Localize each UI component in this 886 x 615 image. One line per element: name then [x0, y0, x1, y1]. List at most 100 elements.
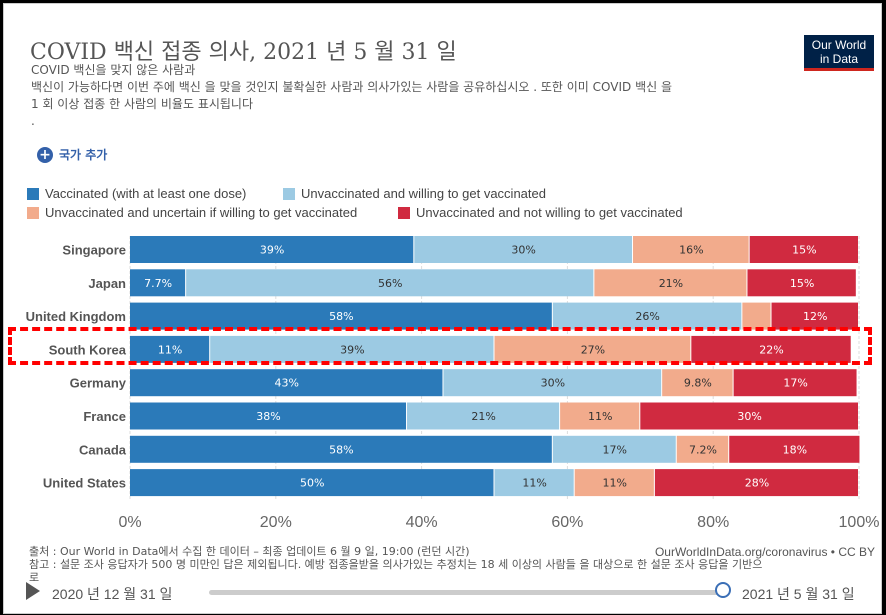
data-label: 17%	[603, 443, 627, 456]
bar-segment	[130, 335, 210, 363]
bar-segment	[494, 469, 574, 497]
subtitle-line: 백신이 가능하다면 이번 주에 백신 을 맞을 것인지 불확실한 사람과 의사가…	[31, 80, 673, 94]
data-label: 39%	[260, 244, 284, 257]
category-label: South Korea	[49, 342, 127, 357]
x-tick-label: 0%	[118, 514, 141, 531]
legend-swatch	[27, 187, 39, 200]
data-label: 56%	[378, 277, 402, 290]
timeline-slider-handle[interactable]	[715, 582, 731, 598]
timeline-end-label: 2021 년 5 월 31 일	[742, 586, 855, 602]
legend-swatch	[398, 206, 410, 219]
bar-segment	[130, 369, 443, 397]
stacked-bar-chart: 0% 20% 40% 60% 80% 100% Singapore 39% 30% 16% 15% J…	[26, 236, 880, 531]
data-label: 21%	[659, 277, 683, 290]
bar-segment	[186, 269, 594, 297]
bar-segment	[654, 469, 858, 497]
bar-segment	[676, 435, 729, 463]
data-label: 11%	[588, 410, 612, 423]
data-label: 15%	[790, 277, 814, 290]
bar-segment	[494, 335, 691, 363]
source-line: 출처 : Our World in Data에서 수집 한 데이터 – 최종 업…	[29, 545, 470, 558]
data-label: 7.2%	[689, 443, 717, 456]
subtitle-line: 1 회 이상 접종 한 사람의 비율도 표시됩니다	[31, 97, 254, 111]
category-label: United Kingdom	[26, 309, 126, 324]
bar-segment	[414, 236, 633, 263]
subtitle-line: .	[31, 114, 35, 128]
category-label: Germany	[70, 376, 127, 391]
chart-subtitle: COVID 백신을 맞지 않은 사람과 백신이 가능하다면 이번 주에 백신 을…	[31, 62, 821, 130]
data-label: 30%	[511, 244, 535, 257]
legend-item-vaccinated[interactable]: Vaccinated (with at least one dose)	[27, 186, 246, 201]
bar-segment	[130, 236, 414, 263]
category-label: Canada	[79, 442, 127, 457]
category-label: France	[83, 409, 126, 424]
data-label: 11%	[522, 477, 546, 490]
legend-swatch	[27, 206, 39, 219]
add-country-button[interactable]: + 국가 추가	[37, 146, 107, 163]
legend-label: Vaccinated (with at least one dose)	[45, 186, 247, 201]
category-label: Singapore	[62, 243, 126, 258]
bar-segment	[210, 335, 494, 363]
legend-item-willing[interactable]: Unvaccinated and willing to get vaccinat…	[283, 186, 546, 201]
data-label: 12%	[803, 310, 827, 323]
data-label: 11%	[603, 477, 627, 490]
bar-segment	[691, 335, 851, 363]
data-label: 26%	[635, 310, 659, 323]
source-url[interactable]: OurWorldInData.org/coronavirus • CC BY	[654, 545, 875, 559]
x-tick-label: 100%	[839, 514, 880, 531]
bar-segment	[130, 402, 407, 430]
data-label: 30%	[541, 377, 565, 390]
subtitle-line: COVID 백신을 맞지 않은 사람과	[31, 63, 196, 77]
data-label: 22%	[759, 343, 783, 356]
bar-segment	[407, 402, 560, 430]
bar-segment	[742, 302, 771, 330]
x-tick-label: 60%	[551, 514, 583, 531]
data-label: 18%	[783, 443, 807, 456]
bar-segment	[130, 269, 186, 297]
data-label: 9.8%	[684, 377, 712, 390]
bar-segment	[443, 369, 662, 397]
data-label: 11%	[158, 343, 182, 356]
category-label: United States	[43, 476, 126, 491]
data-label: 30%	[737, 410, 761, 423]
data-label: 38%	[256, 410, 280, 423]
bar-segment	[733, 369, 857, 397]
owid-logo[interactable]: Our World in Data	[804, 35, 874, 71]
legend-label: Unvaccinated and uncertain if willing to…	[45, 205, 358, 220]
x-tick-label: 20%	[260, 514, 292, 531]
bar-segment	[552, 302, 742, 330]
bar-segment	[633, 236, 749, 263]
bar-segment	[560, 402, 640, 430]
data-label: 27%	[581, 343, 605, 356]
timeline-start-label: 2020 년 12 월 31 일	[52, 586, 173, 602]
legend-swatch	[283, 187, 295, 200]
data-label: 21%	[471, 410, 495, 423]
data-label: 58%	[329, 310, 353, 323]
logo-line: in Data	[819, 52, 859, 66]
legend-label: Unvaccinated and not willing to get vacc…	[416, 205, 683, 220]
data-label: 28%	[745, 477, 769, 490]
timeline-track[interactable]	[209, 590, 721, 595]
bar-segment	[594, 269, 747, 297]
source-note: 출처 : Our World in Data에서 수집 한 데이터 – 최종 업…	[29, 545, 879, 584]
bar-segment	[574, 469, 654, 497]
bar-segment	[130, 302, 552, 330]
x-tick-label: 80%	[697, 514, 729, 531]
data-label: 17%	[783, 377, 807, 390]
legend-item-unwilling[interactable]: Unvaccinated and not willing to get vacc…	[398, 205, 683, 220]
bar-segment	[662, 369, 733, 397]
bar-segment	[729, 435, 860, 463]
source-line: 참고 : 설문 조사 응답자가 500 명 미만인 답은 제외됩니다. 예방 접…	[29, 558, 763, 571]
bar-segment	[130, 469, 494, 497]
bar-segment	[640, 402, 858, 430]
data-label: 16%	[679, 244, 703, 257]
play-icon[interactable]	[26, 582, 40, 600]
add-country-label: 국가 추가	[59, 148, 108, 162]
source-line: 로	[29, 571, 40, 584]
data-label: 50%	[300, 477, 324, 490]
x-tick-label: 40%	[406, 514, 438, 531]
chart-frame: COVID 백신 접종 의사, 2021 년 5 월 31 일 COVID 백신…	[3, 3, 882, 614]
category-label: Japan	[88, 276, 126, 291]
chart-title: COVID 백신 접종 의사, 2021 년 5 월 31 일	[30, 40, 457, 65]
legend-item-uncertain[interactable]: Unvaccinated and uncertain if willing to…	[27, 205, 357, 220]
